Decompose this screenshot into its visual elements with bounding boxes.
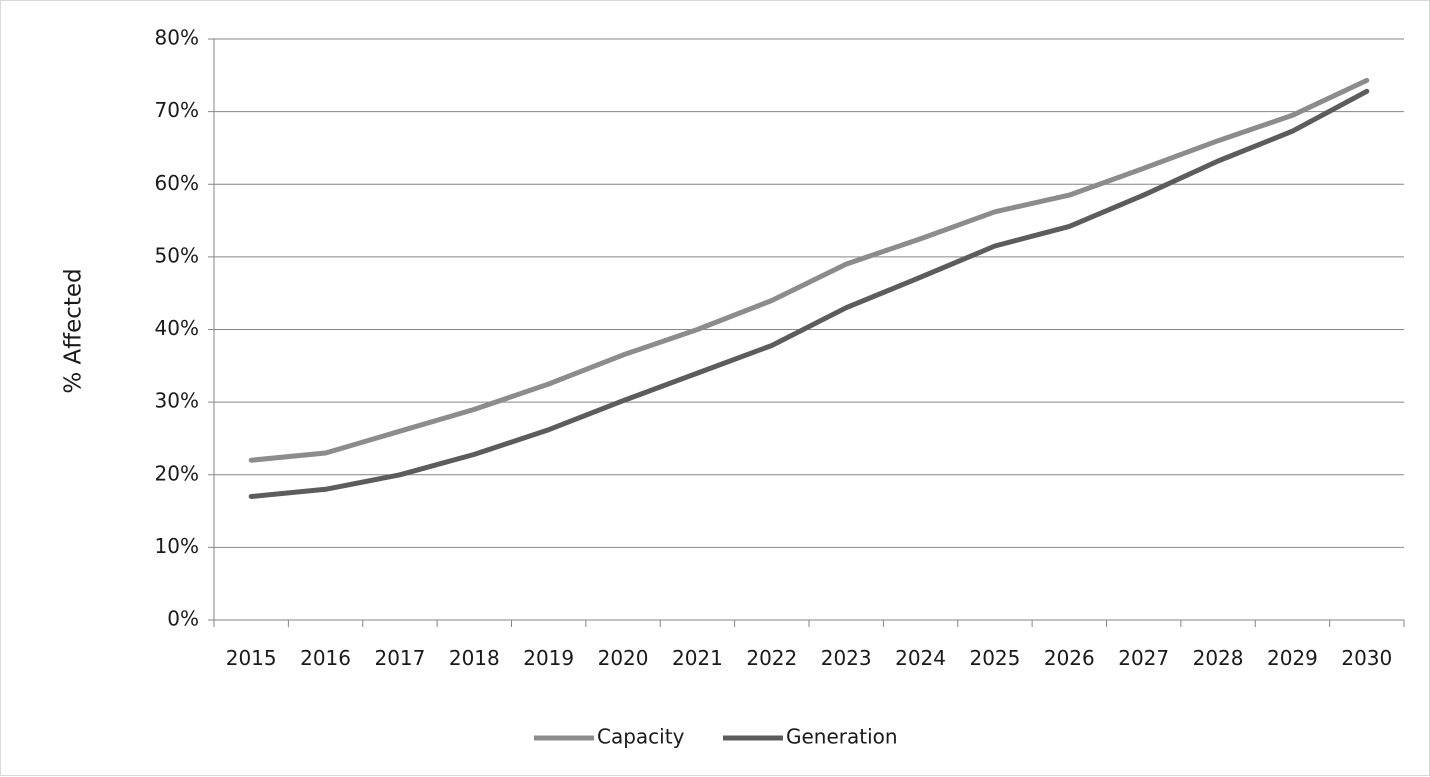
y-tick-label: 60% — [155, 171, 199, 195]
y-tick-label: 10% — [155, 534, 199, 558]
y-tick-labels: 0% 10% 20% 30% 40% 50% 60% 70% 80% — [155, 26, 199, 631]
x-tick-label: 2026 — [1044, 646, 1095, 670]
x-tick-label: 2018 — [449, 646, 500, 670]
y-tick-label: 40% — [155, 316, 199, 340]
x-tick-label: 2028 — [1193, 646, 1244, 670]
x-tick-label: 2029 — [1267, 646, 1318, 670]
x-tick-label: 2027 — [1118, 646, 1169, 670]
y-tick-label: 0% — [167, 607, 199, 631]
x-tick-label: 2025 — [969, 646, 1020, 670]
legend-label: Capacity — [597, 725, 685, 749]
x-tick-label: 2019 — [523, 646, 574, 670]
y-tick-label: 80% — [155, 26, 199, 50]
series-lines — [251, 80, 1367, 496]
axes — [208, 39, 1404, 627]
series-line-generation — [251, 91, 1367, 496]
x-tick-label: 2023 — [821, 646, 872, 670]
x-tick-label: 2022 — [746, 646, 797, 670]
legend-label: Generation — [786, 725, 898, 749]
x-tick-label: 2024 — [895, 646, 946, 670]
y-tick-label: 20% — [155, 461, 199, 485]
x-tick-label: 2015 — [226, 646, 277, 670]
legend: Capacity Generation — [534, 725, 898, 749]
x-tick-label: 2017 — [374, 646, 425, 670]
y-axis-title: % Affected — [61, 268, 87, 393]
x-tick-label: 2021 — [672, 646, 723, 670]
x-tick-labels: 2015 2016 2017 2018 2019 2020 2021 2022 2023 2024… — [226, 646, 1393, 670]
legend-item-capacity: Capacity — [534, 725, 685, 749]
series-line-capacity — [251, 80, 1367, 460]
y-tick-label: 30% — [155, 389, 199, 413]
x-tick-label: 2030 — [1341, 646, 1392, 670]
y-tick-label: 70% — [155, 98, 199, 122]
y-tick-label: 50% — [155, 243, 199, 267]
x-tick-label: 2016 — [300, 646, 351, 670]
gridlines — [214, 39, 1404, 547]
x-tick-label: 2020 — [598, 646, 649, 670]
legend-item-generation: Generation — [723, 725, 898, 749]
